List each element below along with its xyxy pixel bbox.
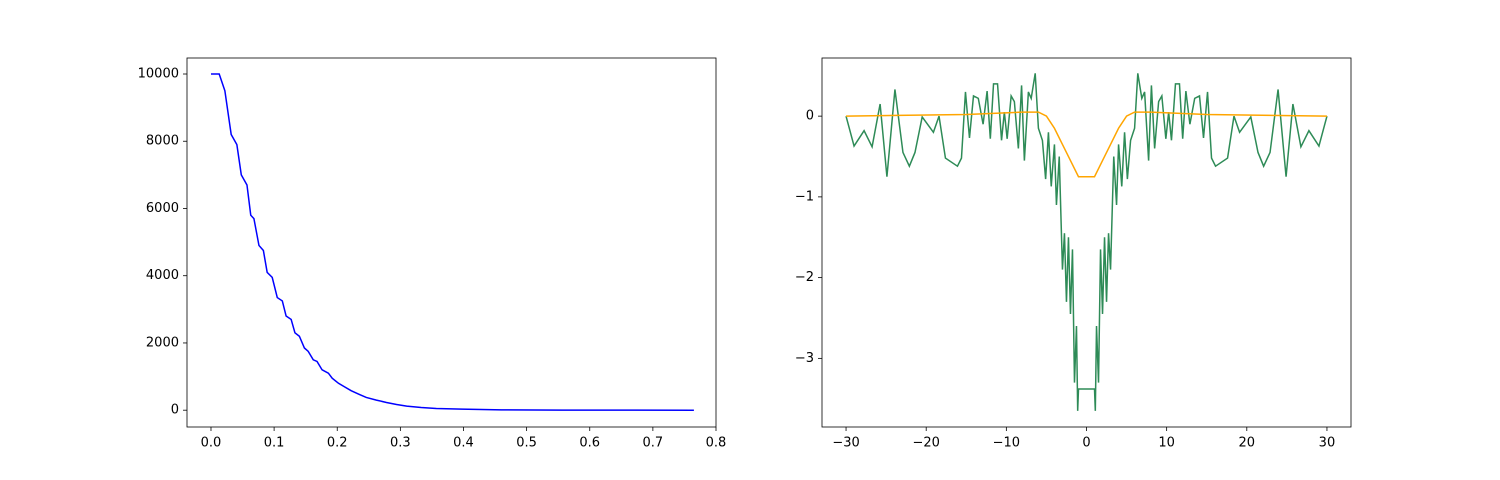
x-tick-label: 0.8 <box>706 436 727 451</box>
x-tick-label: 0.3 <box>390 436 411 451</box>
y-tick-label: −3 <box>795 351 814 366</box>
x-tick-label: 0.4 <box>453 436 474 451</box>
x-tick-label: 20 <box>1239 436 1256 451</box>
x-tick-label: 0.7 <box>643 436 664 451</box>
y-tick-label: 10000 <box>138 67 179 82</box>
x-tick-label: −10 <box>993 436 1020 451</box>
y-tick-label: −1 <box>795 189 814 204</box>
y-tick-label: 0 <box>171 403 179 418</box>
axes-frame <box>821 57 1352 428</box>
x-tick-label: 0 <box>1082 436 1090 451</box>
x-tick-label: 0.2 <box>327 436 348 451</box>
x-tick-label: −30 <box>832 436 859 451</box>
y-tick-label: 0 <box>806 109 814 124</box>
x-tick-label: 0.0 <box>201 436 222 451</box>
x-tick-label: 0.1 <box>264 436 285 451</box>
y-tick-label: −2 <box>795 270 814 285</box>
x-tick-label: 0.5 <box>516 436 537 451</box>
x-tick-label: 0.6 <box>579 436 600 451</box>
line-series <box>846 111 1327 178</box>
y-tick-label: 6000 <box>146 201 179 216</box>
line-series <box>210 73 694 411</box>
y-tick-label: 4000 <box>146 268 179 283</box>
x-tick-label: −20 <box>912 436 939 451</box>
x-tick-label: 30 <box>1319 436 1336 451</box>
x-tick-label: 10 <box>1158 436 1175 451</box>
line-series <box>845 73 1328 411</box>
y-tick-label: 8000 <box>146 134 179 149</box>
y-tick-label: 2000 <box>146 335 179 350</box>
axes-frame <box>186 57 717 428</box>
